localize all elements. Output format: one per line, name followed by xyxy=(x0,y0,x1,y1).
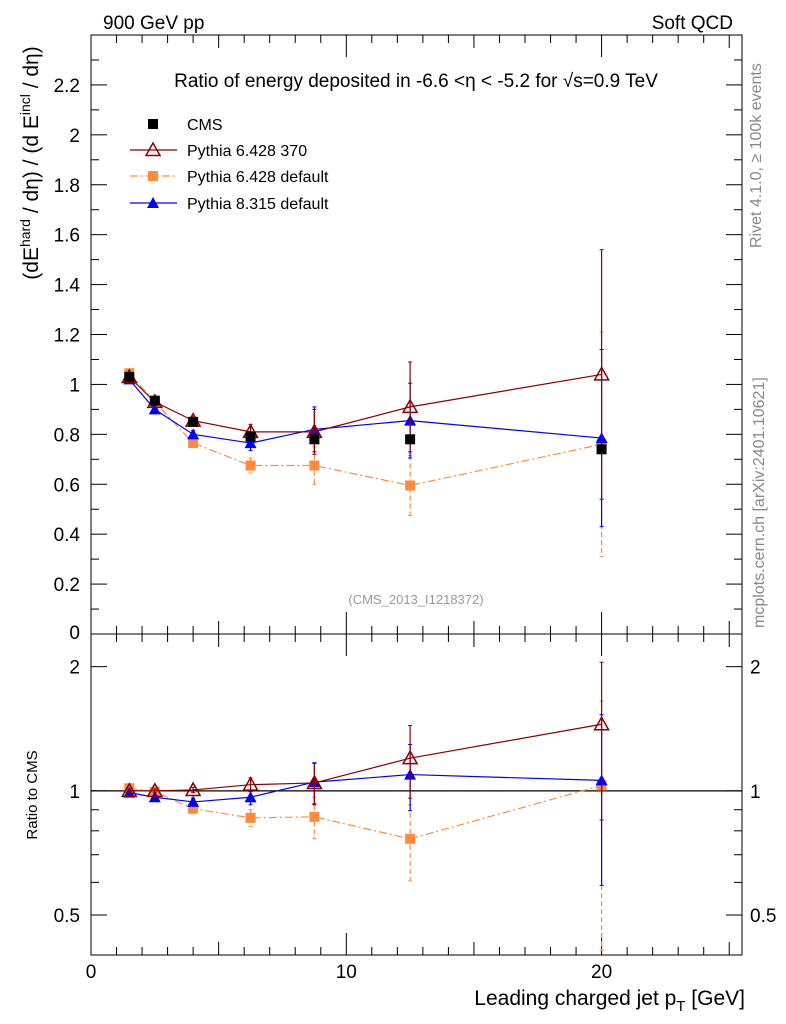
ratio-series-pythia-6-428-370-point xyxy=(306,774,323,790)
ratio-panel: 0.5 0.51 12 20 10 20 xyxy=(54,633,776,983)
series-cms-point xyxy=(405,434,416,445)
ratio-series-pythia-6-428-default-point xyxy=(405,833,416,844)
ratio-series-pythia-6-428-370-point xyxy=(146,782,164,798)
ratio-y-tick-label-left: 0.5 xyxy=(54,906,80,927)
rivet-label: Rivet 4.1.0, ≥ 100k events xyxy=(748,63,765,248)
legend-item-marker xyxy=(148,119,158,129)
series-pythia-6-428-default-line xyxy=(128,372,602,487)
series-pythia-8-315-default-point xyxy=(187,428,200,440)
main-y-tick-label: 1.2 xyxy=(54,326,80,347)
watermark: (CMS_2013_I1218372) xyxy=(348,592,483,607)
legend-item-label: Pythia 6.428 370 xyxy=(187,143,307,160)
series-pythia-8-315-default-line xyxy=(128,379,602,444)
series-pythia-6-428-370-point xyxy=(401,398,419,414)
ratio-series-pythia-8-315-default-point xyxy=(244,791,257,803)
ratio-series-pythia-8-315-default-line xyxy=(129,773,602,803)
ratio-series-pythia-8-315-default-point xyxy=(187,795,200,807)
series-pythia-6-428-default-point xyxy=(309,460,320,471)
legend-item-label: CMS xyxy=(187,117,223,134)
series-cms-point xyxy=(149,395,160,406)
ratio-series-pythia-6-428-370-line xyxy=(129,723,602,792)
mcplots-label: mcplots.cern.ch [arXiv:2401.10621] xyxy=(751,377,768,628)
x-tick-label: 20 xyxy=(591,962,612,983)
ratio-series-pythia-6-428-370-point xyxy=(401,749,419,765)
ratio-series-pythia-6-428-default-point xyxy=(245,812,256,823)
legend-item-marker xyxy=(148,171,158,181)
series-pythia-6-428-370-point xyxy=(593,365,610,381)
main-y-tick-label: 1.4 xyxy=(54,276,81,297)
main-y-tick-label: 2.2 xyxy=(54,76,80,97)
main-y-tick-label: 1.6 xyxy=(54,226,80,247)
main-y-tick-label: 2 xyxy=(69,126,80,147)
series-pythia-8-315-default-point xyxy=(244,437,257,449)
ratio-y-tick-label-right: 0.5 xyxy=(750,906,776,927)
header-left: 900 GeV pp xyxy=(103,13,204,34)
legend-item-marker xyxy=(144,141,162,157)
main-y-tick-label: 1 xyxy=(69,375,80,396)
y-axis-label: (dEhard / dη) / (d Eincl / dη) xyxy=(17,46,43,279)
x-axis-label-sub: T xyxy=(676,998,685,1015)
ratio-series-pythia-6-428-default-point xyxy=(188,803,199,814)
header-right: Soft QCD xyxy=(652,13,733,34)
main-title: Ratio of energy deposited in -6.6 <η < -… xyxy=(174,71,658,92)
series-cms-point xyxy=(596,444,607,455)
series-cms-point xyxy=(309,434,320,445)
main-y-tick-label: 0.4 xyxy=(54,525,81,546)
ratio-series-pythia-6-428-370-point xyxy=(121,782,138,798)
ratio-series-pythia-6-428-370-point xyxy=(242,776,259,791)
series-pythia-6-428-default-point xyxy=(188,438,199,449)
ratio-y-tick-label-left: 1 xyxy=(69,782,80,803)
x-tick-label: 10 xyxy=(336,962,357,983)
ratio-series-pythia-6-428-default-point xyxy=(309,811,320,822)
series-cms-point xyxy=(245,431,256,442)
x-axis-label-unit: [GeV] xyxy=(685,987,745,1010)
main-y-tick-label: 0.6 xyxy=(54,475,80,496)
main-y-tick-label: 0 xyxy=(69,623,80,644)
legend-item-label: Pythia 6.428 default xyxy=(187,169,329,186)
series-cms-point xyxy=(124,371,135,382)
series-pythia-8-315-default-point xyxy=(148,403,161,415)
main-panel: 0 0.2 0.4 0.6 0.8 1 1.2 1.4 1.6 1.8 2 2.2 CMS Pythia … xyxy=(54,34,743,644)
ratio-y-tick-label-right: 1 xyxy=(750,782,761,803)
main-y-tick-label: 0.2 xyxy=(54,575,80,596)
x-tick-label: 0 xyxy=(86,962,97,983)
ratio-series-pythia-6-428-370-point xyxy=(184,781,202,797)
series-pythia-6-428-default-point xyxy=(245,460,256,471)
x-axis-label: Leading charged jet pT [GeV] xyxy=(474,987,745,1015)
x-axis-label-text: Leading charged jet p xyxy=(474,987,676,1010)
ratio-y-axis-label: Ratio to CMS xyxy=(24,750,41,839)
legend-item-label: Pythia 8.315 default xyxy=(187,196,329,213)
ratio-series-pythia-6-428-370-point xyxy=(593,715,610,731)
series-cms-point xyxy=(188,416,199,427)
main-y-tick-label: 0.8 xyxy=(54,425,80,446)
main-y-tick-label: 1.8 xyxy=(54,176,80,197)
ratio-y-tick-label-right: 2 xyxy=(750,658,761,679)
ratio-frame xyxy=(90,633,743,956)
series-pythia-6-428-370-line xyxy=(128,373,602,433)
legend-item-marker xyxy=(147,197,159,208)
ratio-series-pythia-6-428-default-line xyxy=(129,784,602,840)
ratio-y-tick-label-left: 2 xyxy=(69,658,80,679)
series-pythia-6-428-default-point xyxy=(405,480,416,491)
